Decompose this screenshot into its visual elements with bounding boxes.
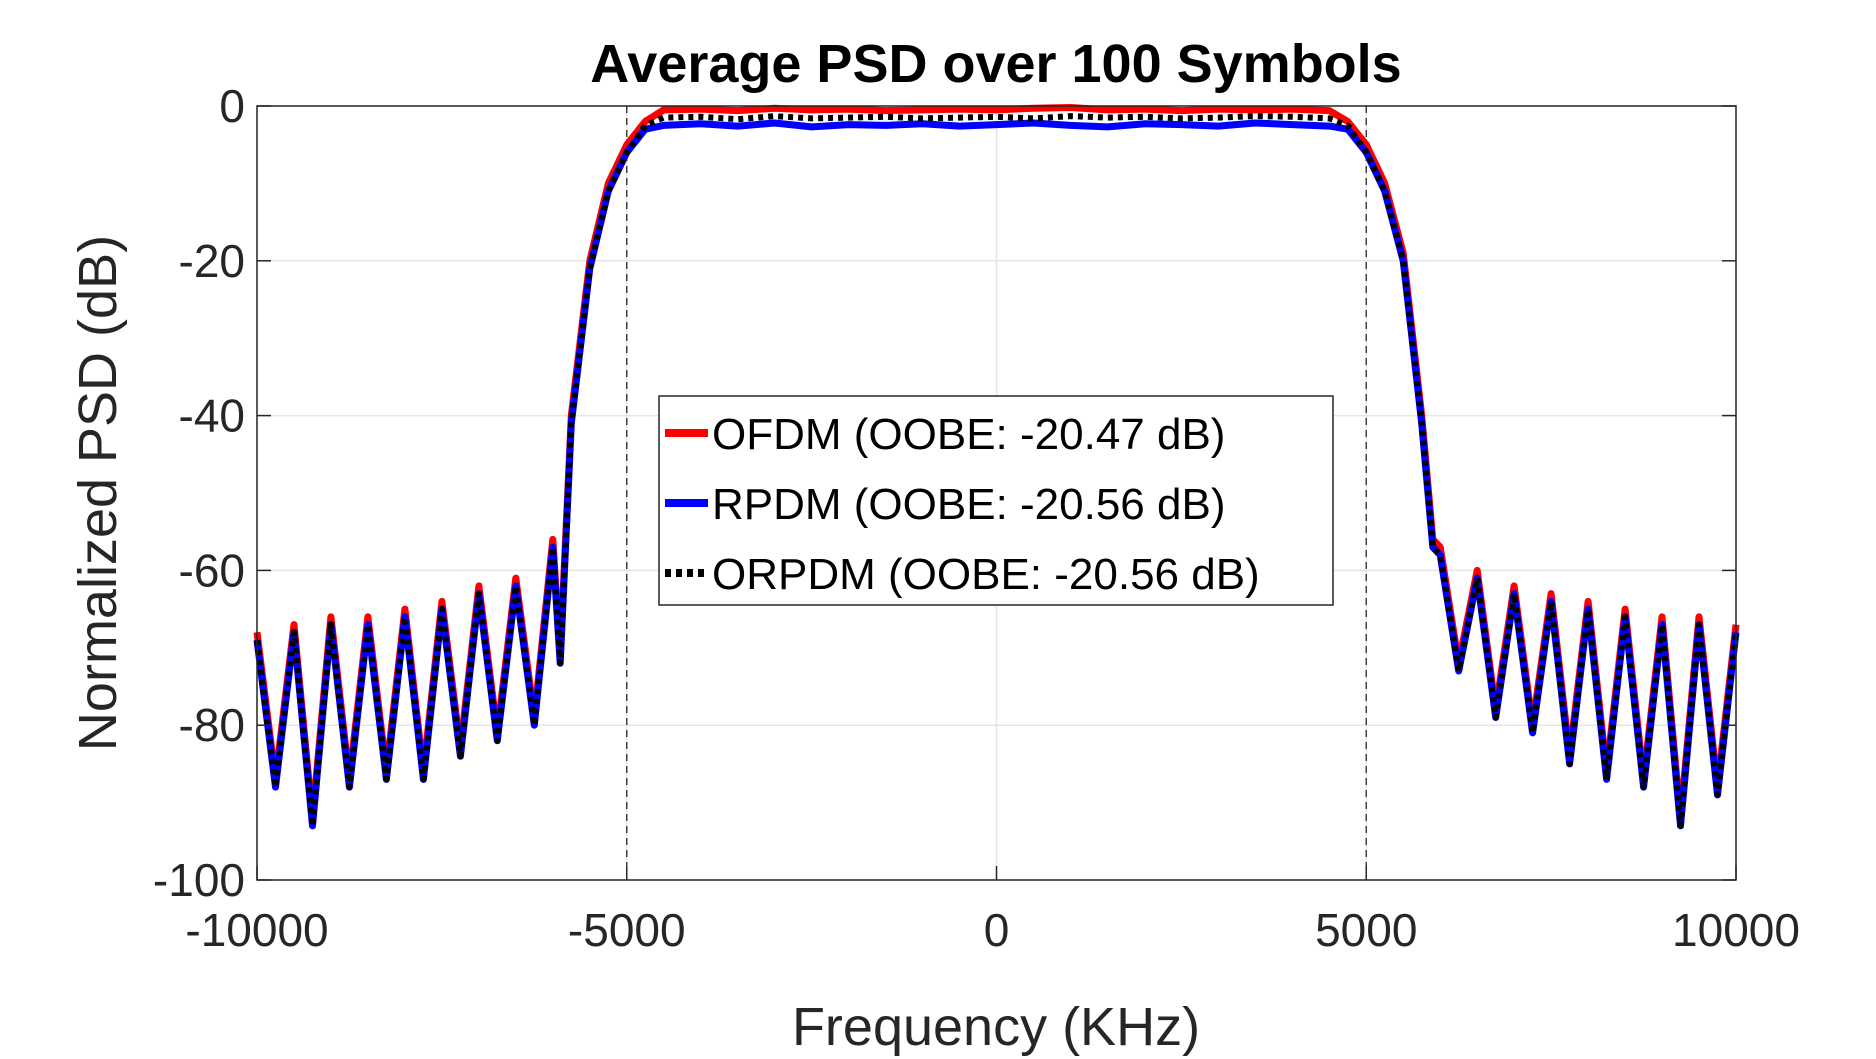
y-tick-label: -60 [179,544,245,596]
y-tick-label: 0 [219,80,245,132]
y-tick-label: -20 [179,235,245,287]
legend-label: OFDM (OOBE: -20.47 dB) [712,410,1225,459]
series-line-orpdm [254,113,1739,829]
reference-lines [626,106,1367,880]
y-tick-label: -100 [153,854,245,906]
y-tick-label: -80 [179,699,245,751]
plot-lines [253,104,1740,830]
x-axis-label: Frequency (KHz) [792,997,1200,1057]
ticks: -10000 -5000 0 5000 10000 0 -20 -40 -60 -80 -100 [153,80,1800,956]
y-tick-label: -40 [179,390,245,442]
x-tick-label: -5000 [568,904,686,956]
chart-title: Average PSD over 100 Symbols [590,34,1401,94]
legend-label: ORPDM (OOBE: -20.56 dB) [712,550,1260,599]
legend-label: RPDM (OOBE: -20.56 dB) [712,480,1225,529]
x-tick-label: 10000 [1672,904,1800,956]
y-axis-label: Normalized PSD (dB) [68,235,128,751]
legend-box [658,395,1334,606]
x-tick-label: 0 [984,904,1010,956]
legend: OFDM (OOBE: -20.47 dB) RPDM (OOBE: -20.56… [658,395,1334,606]
x-tick-label: 5000 [1315,904,1417,956]
x-tick-label: -10000 [185,904,328,956]
